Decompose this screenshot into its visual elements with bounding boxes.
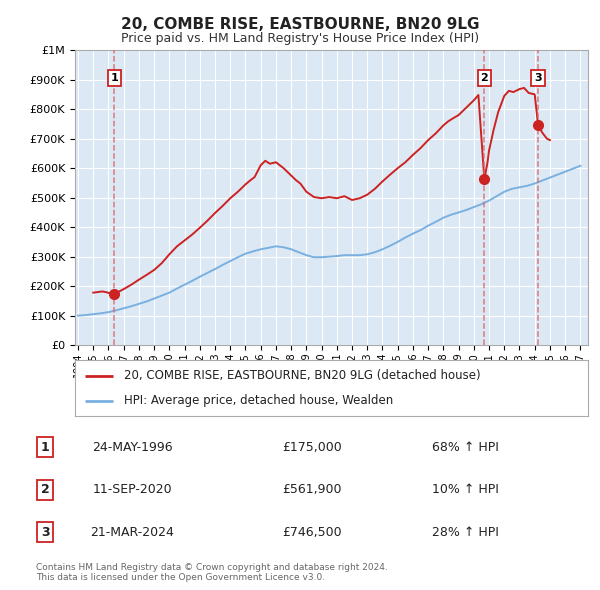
Text: £561,900: £561,900 bbox=[282, 483, 342, 496]
Text: 3: 3 bbox=[41, 526, 49, 539]
Text: 28% ↑ HPI: 28% ↑ HPI bbox=[432, 526, 499, 539]
Text: £175,000: £175,000 bbox=[282, 441, 342, 454]
Text: 20, COMBE RISE, EASTBOURNE, BN20 9LG (detached house): 20, COMBE RISE, EASTBOURNE, BN20 9LG (de… bbox=[124, 369, 481, 382]
Text: 1: 1 bbox=[41, 441, 49, 454]
Text: 21-MAR-2024: 21-MAR-2024 bbox=[90, 526, 174, 539]
Text: 10% ↑ HPI: 10% ↑ HPI bbox=[432, 483, 499, 496]
Text: 24-MAY-1996: 24-MAY-1996 bbox=[92, 441, 172, 454]
Text: HPI: Average price, detached house, Wealden: HPI: Average price, detached house, Weal… bbox=[124, 394, 393, 407]
Text: £746,500: £746,500 bbox=[282, 526, 342, 539]
Text: Price paid vs. HM Land Registry's House Price Index (HPI): Price paid vs. HM Land Registry's House … bbox=[121, 32, 479, 45]
Text: 68% ↑ HPI: 68% ↑ HPI bbox=[432, 441, 499, 454]
Text: 11-SEP-2020: 11-SEP-2020 bbox=[92, 483, 172, 496]
Text: This data is licensed under the Open Government Licence v3.0.: This data is licensed under the Open Gov… bbox=[36, 572, 325, 582]
Text: 1: 1 bbox=[110, 73, 118, 83]
Text: 20, COMBE RISE, EASTBOURNE, BN20 9LG: 20, COMBE RISE, EASTBOURNE, BN20 9LG bbox=[121, 17, 479, 32]
Text: 2: 2 bbox=[481, 73, 488, 83]
Text: 2: 2 bbox=[41, 483, 49, 496]
Text: Contains HM Land Registry data © Crown copyright and database right 2024.: Contains HM Land Registry data © Crown c… bbox=[36, 563, 388, 572]
Text: 3: 3 bbox=[534, 73, 542, 83]
